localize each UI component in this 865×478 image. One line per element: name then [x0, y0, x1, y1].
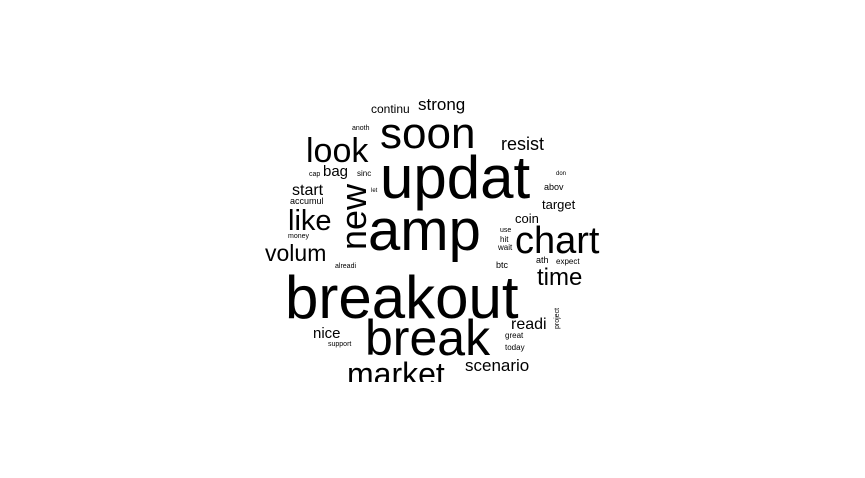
word-use: use [500, 227, 512, 234]
word-amp: amp [368, 198, 481, 263]
word-breakout: breakout [285, 264, 519, 331]
word-target: target [542, 197, 576, 212]
word-accumul: accumul [290, 196, 324, 206]
word-resist: resist [501, 134, 545, 154]
word-btc: btc [496, 260, 509, 270]
word-ath: ath [536, 255, 549, 265]
word-nice: nice [313, 325, 341, 342]
word-market: market [347, 356, 445, 382]
word-chart: chart [515, 220, 600, 262]
word-start: start [292, 182, 324, 199]
word-readi: readi [511, 316, 547, 333]
word-money: money [288, 233, 310, 240]
word-time: time [537, 264, 583, 291]
word-hit: hit [500, 235, 509, 244]
word-wait: wait [498, 243, 513, 252]
word-cloud: breakout updat amp break soon chart new … [265, 95, 600, 382]
word-alreadi: alreadi [335, 263, 357, 270]
word-project: project [554, 307, 561, 329]
word-sinc: sinc [357, 169, 372, 178]
word-don: don [556, 171, 567, 177]
word-continu: continu [371, 102, 410, 116]
word-strong: strong [418, 95, 466, 114]
word-anoth: anoth [352, 125, 370, 132]
word-today: today [505, 343, 525, 352]
word-scenario: scenario [465, 356, 530, 375]
word-great: great [505, 331, 524, 340]
word-bag: bag [323, 163, 349, 180]
word-like: like [288, 205, 332, 237]
word-break: break [365, 310, 491, 366]
word-expect: expect [556, 257, 580, 266]
word-coin: coin [515, 211, 539, 226]
word-let: let [371, 188, 378, 194]
word-new: new [333, 183, 374, 250]
word-look: look [306, 132, 369, 170]
word-volum: volum [265, 240, 327, 266]
word-abov: abov [544, 182, 564, 192]
word-support: support [328, 341, 352, 348]
word-soon: soon [380, 109, 476, 158]
word-cap: cap [309, 171, 321, 178]
word-updat: updat [380, 144, 531, 211]
